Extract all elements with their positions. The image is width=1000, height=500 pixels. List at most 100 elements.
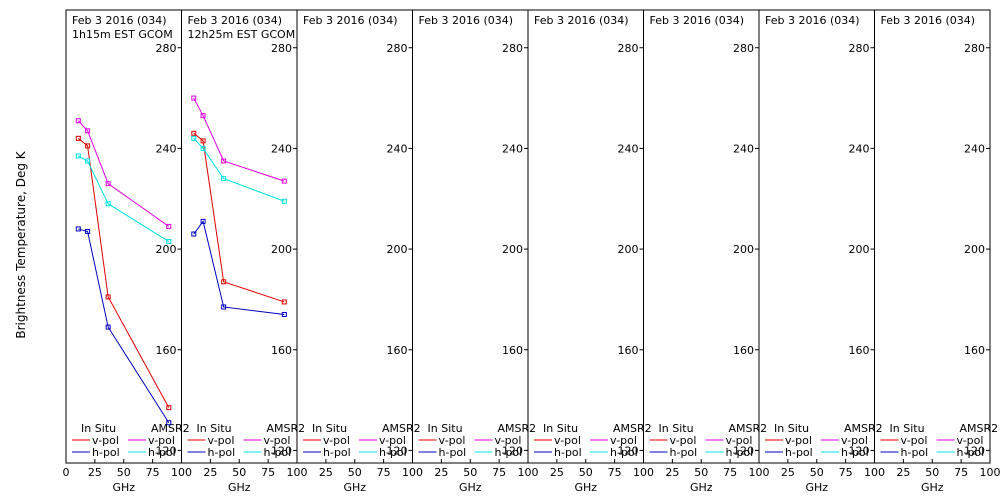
legend-amsr2-v-label: v-pol [148,434,175,447]
series-amsr2-vpol-line [193,97,285,182]
y-tick-label: 160 [849,344,870,357]
x-tick-label: 50 [117,466,131,479]
series-insitu-vpol-point [75,135,81,141]
y-tick-label: 120 [387,444,408,457]
series-amsr2-hpol-point [281,198,287,204]
x-tick-label: 50 [925,466,939,479]
legend-insitu-h-label: h-pol [554,446,582,459]
y-tick-label: 280 [618,42,639,55]
x-axis-label: GHz [921,481,944,494]
x-tick-label: 75 [261,466,275,479]
series-amsr2-hpol-point [191,135,197,141]
x-tick-label: 25 [434,466,448,479]
series-amsr2-vpol-point [105,181,111,187]
series-amsr2-hpol-point [200,145,206,151]
legend-insitu-header: In Situ [81,422,116,435]
series-insitu-vpol-point [221,279,227,285]
x-tick-label: 25 [550,466,564,479]
x-tick-label: 100 [518,466,539,479]
legend-amsr2-h-label: h-pol [726,446,754,459]
legend-insitu-h-label: h-pol [92,446,120,459]
legend-insitu-v-label: v-pol [92,434,119,447]
x-tick-label: 100 [171,466,192,479]
legend-insitu-v-label: v-pol [785,434,812,447]
series-insitu-hpol-point [281,312,287,318]
x-axis-label: GHz [112,481,135,494]
y-tick-label: 240 [271,142,292,155]
y-tick-label: 160 [964,344,985,357]
series-insitu-hpol-point [105,324,111,330]
legend-amsr2-h-label: h-pol [148,446,176,459]
series-insitu-hpol-line [78,228,170,424]
y-tick-label: 200 [387,243,408,256]
y-tick-label: 240 [964,142,985,155]
legend-amsr2-h-label: h-pol [495,446,523,459]
x-tick-label: 100 [633,466,654,479]
x-tick-label: 50 [232,466,246,479]
legend-amsr2-header: AMSR2 [498,422,537,435]
legend-insitu-v-label: v-pol [901,434,928,447]
series-amsr2-hpol-point [85,158,91,164]
series-insitu-hpol-point [85,228,91,234]
series-insitu-hpol-point [191,231,197,237]
panel-frame [758,9,875,464]
legend-insitu-header: In Situ [197,422,232,435]
panel-5: Feb 3 2016 (034) 120 160 200 240 280 25 50 75 100… [527,9,654,494]
y-tick-label: 160 [271,344,292,357]
series-insitu-vpol-point [281,299,287,305]
y-tick-label: 160 [618,344,639,357]
series-amsr2-hpol-point [221,176,227,182]
x-tick-label: 50 [348,466,362,479]
x-tick-label: 0 [63,466,70,479]
x-tick-label: 25 [203,466,217,479]
legend-insitu-header: In Situ [774,422,809,435]
legend-insitu-header: In Situ [428,422,463,435]
y-tick-label: 120 [502,444,523,457]
x-tick-label: 75 [146,466,160,479]
legend-amsr2-header: AMSR2 [613,422,652,435]
series-insitu-vpol-point [105,294,111,300]
legend-amsr2-h-label: h-pol [841,446,869,459]
x-tick-label: 75 [492,466,506,479]
series-insitu-hpol-line [193,220,285,316]
legend-insitu-v-label: v-pol [554,434,581,447]
legend-amsr2-v-label: v-pol [610,434,637,447]
legend-amsr2-header: AMSR2 [382,422,421,435]
y-tick-label: 120 [849,444,870,457]
x-tick-label: 100 [749,466,770,479]
panel-frame [874,9,991,464]
panel-4: Feb 3 2016 (034) 120 160 200 240 280 25 50 75 100… [412,9,539,494]
legend-insitu-header: In Situ [890,422,925,435]
panel-title: Feb 3 2016 (034) [881,14,976,27]
series-amsr2-vpol-point [191,95,197,101]
x-tick-label: 25 [896,466,910,479]
panel-8: Feb 3 2016 (034) 120 160 200 240 280 25 50 75 100… [874,9,1000,494]
y-tick-label: 160 [156,344,177,357]
series-insitu-hpol-point [200,218,206,224]
x-axis-label: GHz [574,481,597,494]
y-tick-label: 200 [849,243,870,256]
series-amsr2-vpol-point [75,118,81,124]
x-tick-label: 100 [980,466,1000,479]
y-tick-label: 120 [618,444,639,457]
panel-title: Feb 3 2016 (034) [303,14,398,27]
x-tick-label: 75 [839,466,853,479]
x-axis-label: GHz [343,481,366,494]
series-insitu-vpol-point [166,405,172,411]
x-axis-label: GHz [805,481,828,494]
series-amsr2-hpol-point [166,239,172,245]
x-tick-label: 100 [287,466,308,479]
y-tick-label: 240 [502,142,523,155]
y-tick-label: 200 [964,243,985,256]
series-amsr2-hpol-line [78,155,170,242]
panel-subtitle: 1h15m EST GCOM [72,28,173,41]
series-insitu-vpol-line [193,132,285,303]
y-tick-label: 120 [964,444,985,457]
y-tick-label: 120 [271,444,292,457]
y-tick-label: 200 [502,243,523,256]
panel-2: Feb 3 2016 (034)12h25m EST GCOM 120 160 200… [181,9,308,494]
legend-insitu-h-label: h-pol [323,446,351,459]
y-tick-label: 240 [387,142,408,155]
y-tick-label: 200 [618,243,639,256]
